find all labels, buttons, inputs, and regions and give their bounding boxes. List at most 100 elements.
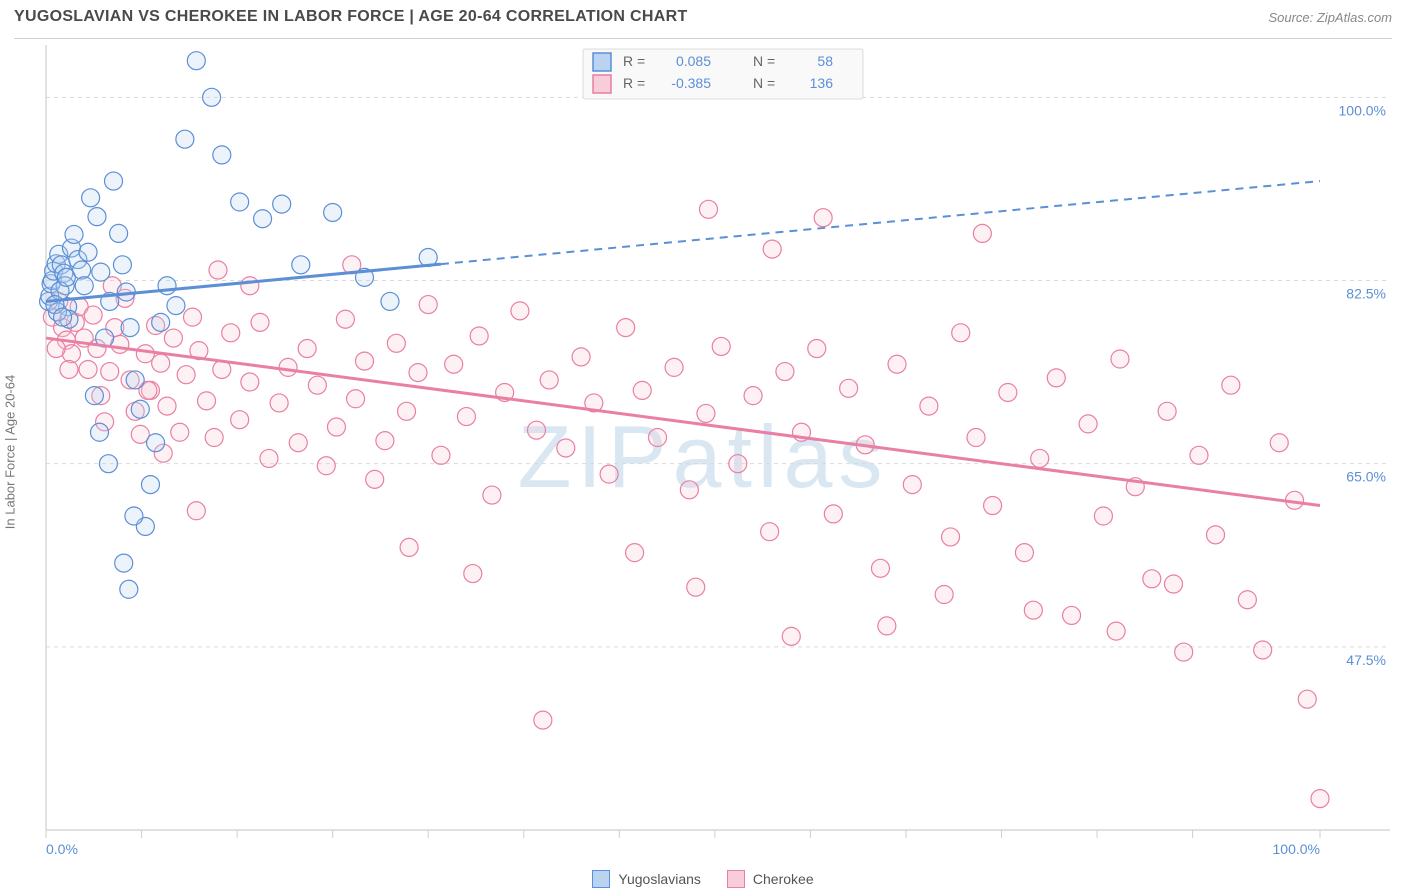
data-point — [744, 387, 762, 405]
svg-text:N =: N = — [753, 75, 775, 91]
data-point — [1063, 606, 1081, 624]
data-point — [92, 263, 110, 281]
data-point — [222, 324, 240, 342]
data-point — [967, 429, 985, 447]
data-point — [289, 434, 307, 452]
data-point — [1079, 415, 1097, 433]
data-point — [125, 507, 143, 525]
data-point — [1111, 350, 1129, 368]
data-point — [1190, 446, 1208, 464]
data-point — [251, 313, 269, 331]
data-point — [231, 411, 249, 429]
data-point — [270, 394, 288, 412]
data-point — [298, 340, 316, 358]
data-point — [729, 455, 747, 473]
data-point — [317, 457, 335, 475]
chart-area: In Labor Force | Age 20-64 ZIPatlas 47.5… — [14, 38, 1392, 864]
data-point — [633, 381, 651, 399]
data-point — [241, 373, 259, 391]
data-point — [712, 337, 730, 355]
data-point — [432, 446, 450, 464]
data-point — [1298, 690, 1316, 708]
data-point — [47, 340, 65, 358]
data-point — [152, 313, 170, 331]
svg-text:65.0%: 65.0% — [1346, 469, 1386, 485]
data-point — [84, 306, 102, 324]
data-point — [400, 538, 418, 556]
data-point — [177, 366, 195, 384]
data-point — [1107, 622, 1125, 640]
data-point — [120, 580, 138, 598]
data-point — [409, 364, 427, 382]
svg-text:N =: N = — [753, 53, 775, 69]
data-point — [73, 261, 91, 279]
data-point — [782, 627, 800, 645]
svg-text:-0.385: -0.385 — [671, 75, 711, 91]
data-point — [187, 502, 205, 520]
data-point — [903, 476, 921, 494]
legend-label: Yugoslavians — [618, 871, 701, 887]
data-point — [110, 224, 128, 242]
data-point — [324, 203, 342, 221]
data-point — [273, 195, 291, 213]
data-point — [205, 429, 223, 447]
data-point — [1238, 591, 1256, 609]
data-point — [1270, 434, 1288, 452]
data-point — [152, 354, 170, 372]
data-point — [164, 329, 182, 347]
data-point — [697, 404, 715, 422]
data-point — [198, 392, 216, 410]
legend-swatch-icon — [592, 870, 610, 888]
data-point — [572, 348, 590, 366]
legend-label: Cherokee — [753, 871, 814, 887]
data-point — [920, 397, 938, 415]
data-point — [878, 617, 896, 635]
source-label: Source: ZipAtlas.com — [1268, 10, 1392, 25]
data-point — [141, 476, 159, 494]
data-point — [1024, 601, 1042, 619]
data-point — [699, 200, 717, 218]
data-point — [973, 224, 991, 242]
data-point — [457, 408, 475, 426]
svg-text:0.0%: 0.0% — [46, 841, 78, 857]
legend-swatch-icon — [593, 53, 611, 71]
data-point — [814, 209, 832, 227]
data-point — [649, 429, 667, 447]
data-point — [209, 261, 227, 279]
data-point — [75, 277, 93, 295]
data-point — [327, 418, 345, 436]
data-point — [1222, 376, 1240, 394]
data-point — [366, 470, 384, 488]
data-point — [241, 277, 259, 295]
data-point — [840, 379, 858, 397]
data-point — [65, 225, 83, 243]
data-point — [952, 324, 970, 342]
data-point — [398, 402, 416, 420]
data-point — [540, 371, 558, 389]
bottom-legend: Yugoslavians Cherokee — [0, 870, 1406, 888]
data-point — [115, 554, 133, 572]
data-point — [511, 302, 529, 320]
legend-swatch-icon — [593, 75, 611, 93]
data-point — [1015, 544, 1033, 562]
svg-text:136: 136 — [810, 75, 834, 91]
data-point — [1094, 507, 1112, 525]
chart-title: YUGOSLAVIAN VS CHEROKEE IN LABOR FORCE |… — [14, 8, 688, 26]
data-point — [79, 360, 97, 378]
data-point — [279, 358, 297, 376]
data-point — [54, 308, 72, 326]
data-point — [91, 423, 109, 441]
data-point — [203, 88, 221, 106]
data-point — [292, 256, 310, 274]
data-point — [665, 358, 683, 376]
data-point — [470, 327, 488, 345]
data-point — [527, 421, 545, 439]
data-point — [483, 486, 501, 504]
data-point — [376, 432, 394, 450]
data-point — [1175, 643, 1193, 661]
data-point — [147, 434, 165, 452]
svg-text:47.5%: 47.5% — [1346, 652, 1386, 668]
svg-text:0.085: 0.085 — [676, 53, 711, 69]
data-point — [1164, 575, 1182, 593]
data-point — [776, 363, 794, 381]
